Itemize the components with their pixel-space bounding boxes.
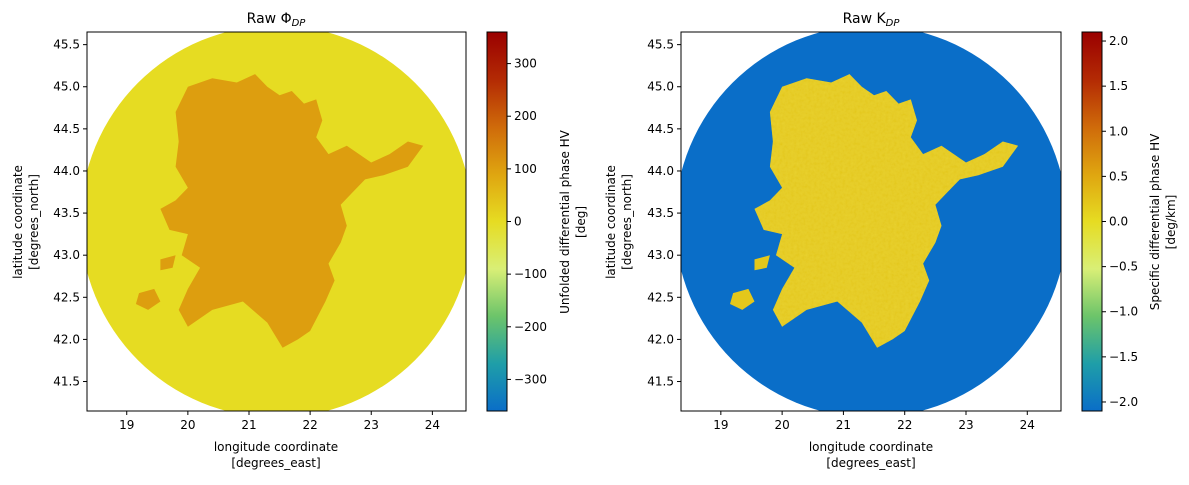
colorbar-label-line1: Specific differential phase HV: [1148, 133, 1162, 310]
plot-area: [87, 32, 466, 411]
axes: 19 20 21 22 23 24 41.5 42.0 42.5 43.0 43.5 44.0 44.5…: [53, 31, 467, 432]
axes: 19 20 21 22 23 24 41.5 42.0 42.5 43.0 43.5 44.0 44.5…: [647, 31, 1062, 432]
y-tick-label: 45.0: [647, 80, 674, 94]
precipitation-cell: [730, 288, 755, 310]
x-tick-label: 23: [364, 418, 379, 432]
y-tick-label: 43.5: [647, 206, 674, 220]
precipitation-region: [754, 74, 1019, 348]
y-tick-label: 42.5: [647, 290, 674, 304]
colorbar-tick-label: −0.5: [1109, 260, 1138, 274]
y-tick-label: 42.0: [647, 332, 674, 346]
colorbar-tick-label: −200: [514, 320, 547, 334]
axes-frame: [680, 31, 1062, 412]
y-axis-label-line1: latitude coordinate: [604, 165, 618, 279]
precipitation-cell: [754, 255, 770, 271]
y-tick-label: 41.5: [647, 375, 674, 389]
colorbar-gradient: [486, 31, 508, 412]
y-tick-label: 45.5: [53, 38, 80, 52]
x-tick-label: 24: [1020, 418, 1035, 432]
y-tick-label: 45.5: [647, 38, 674, 52]
x-tick-label: 24: [425, 418, 440, 432]
colorbar-tick-label: −1.5: [1109, 350, 1138, 364]
y-tick-label: 41.5: [53, 375, 80, 389]
colorbar-tick-label: 1.0: [1109, 124, 1128, 138]
panel-kdp: Raw KDP 19 20 21 22 23 24 41.5 42.0 42.5 43.0 43.5…: [604, 11, 1178, 470]
colorbar: −300 −200 −100 0 100 200 300: [486, 31, 547, 412]
colorbar-tick-label: 300: [514, 57, 537, 71]
x-tick-label: 22: [897, 418, 912, 432]
precipitation-cell: [135, 288, 161, 310]
x-tick-label: 19: [119, 418, 134, 432]
panel-title: Raw ΦDP: [247, 11, 307, 29]
colorbar-label-line2: [deg/km]: [1164, 195, 1178, 250]
colorbar-tick-label: 200: [514, 109, 537, 123]
y-tick-label: 45.0: [53, 80, 80, 94]
colorbar: −2.0 −1.5 −1.0 −0.5 0.0 0.5 1.0 1.5 2.0: [1081, 31, 1138, 412]
precipitation-region: [160, 74, 424, 348]
colorbar-tick-label: −300: [514, 372, 547, 386]
colorbar-tick-label: 1.5: [1109, 79, 1128, 93]
colorbar-label-line1: Unfolded differential phase HV: [558, 129, 572, 314]
precipitation-cell: [160, 255, 176, 271]
x-tick-label: 19: [713, 418, 728, 432]
y-tick-label: 43.0: [53, 248, 80, 262]
x-axis-label-line1: longitude coordinate: [809, 440, 933, 454]
colorbar-tick-label: 0: [514, 215, 522, 229]
x-axis-label-line2: [degrees_east]: [826, 456, 915, 470]
colorbar-tick-label: 2.0: [1109, 34, 1128, 48]
colorbar-tick-label: 0.0: [1109, 215, 1128, 229]
x-axis-label-line2: [degrees_east]: [231, 456, 320, 470]
colorbar-tick-label: −100: [514, 267, 547, 281]
colorbar-tick-label: −1.0: [1109, 305, 1138, 319]
axes-frame: [86, 31, 467, 412]
x-tick-label: 22: [302, 418, 317, 432]
colorbar-tick-label: 100: [514, 162, 537, 176]
panel-phidp: Raw ΦDP 19 20 21 22 23 24 41.5 42.0 42.5 43.0 43.5…: [11, 11, 588, 470]
x-tick-label: 20: [180, 418, 195, 432]
colorbar-gradient: [1081, 31, 1103, 412]
x-axis-label-line1: longitude coordinate: [214, 440, 338, 454]
y-tick-label: 43.0: [647, 248, 674, 262]
colorbar-tick-label: −2.0: [1109, 395, 1138, 409]
colorbar-label-line2: [deg]: [574, 206, 588, 238]
y-axis-label-line2: [degrees_north]: [27, 174, 41, 270]
y-axis-label-line2: [degrees_north]: [620, 174, 634, 270]
y-tick-label: 44.5: [53, 122, 80, 136]
x-tick-label: 20: [774, 418, 789, 432]
x-tick-label: 21: [836, 418, 851, 432]
y-tick-label: 42.5: [53, 290, 80, 304]
panel-title: Raw KDP: [843, 11, 901, 29]
x-tick-label: 21: [241, 418, 256, 432]
y-tick-label: 43.5: [53, 206, 80, 220]
x-tick-label: 23: [958, 418, 973, 432]
colorbar-tick-label: 0.5: [1109, 169, 1128, 183]
y-tick-label: 44.5: [647, 122, 674, 136]
y-axis-label-line1: latitude coordinate: [11, 165, 25, 279]
y-tick-label: 42.0: [53, 332, 80, 346]
plot-area: [681, 32, 1061, 411]
y-tick-label: 44.0: [53, 164, 80, 178]
y-tick-label: 44.0: [647, 164, 674, 178]
